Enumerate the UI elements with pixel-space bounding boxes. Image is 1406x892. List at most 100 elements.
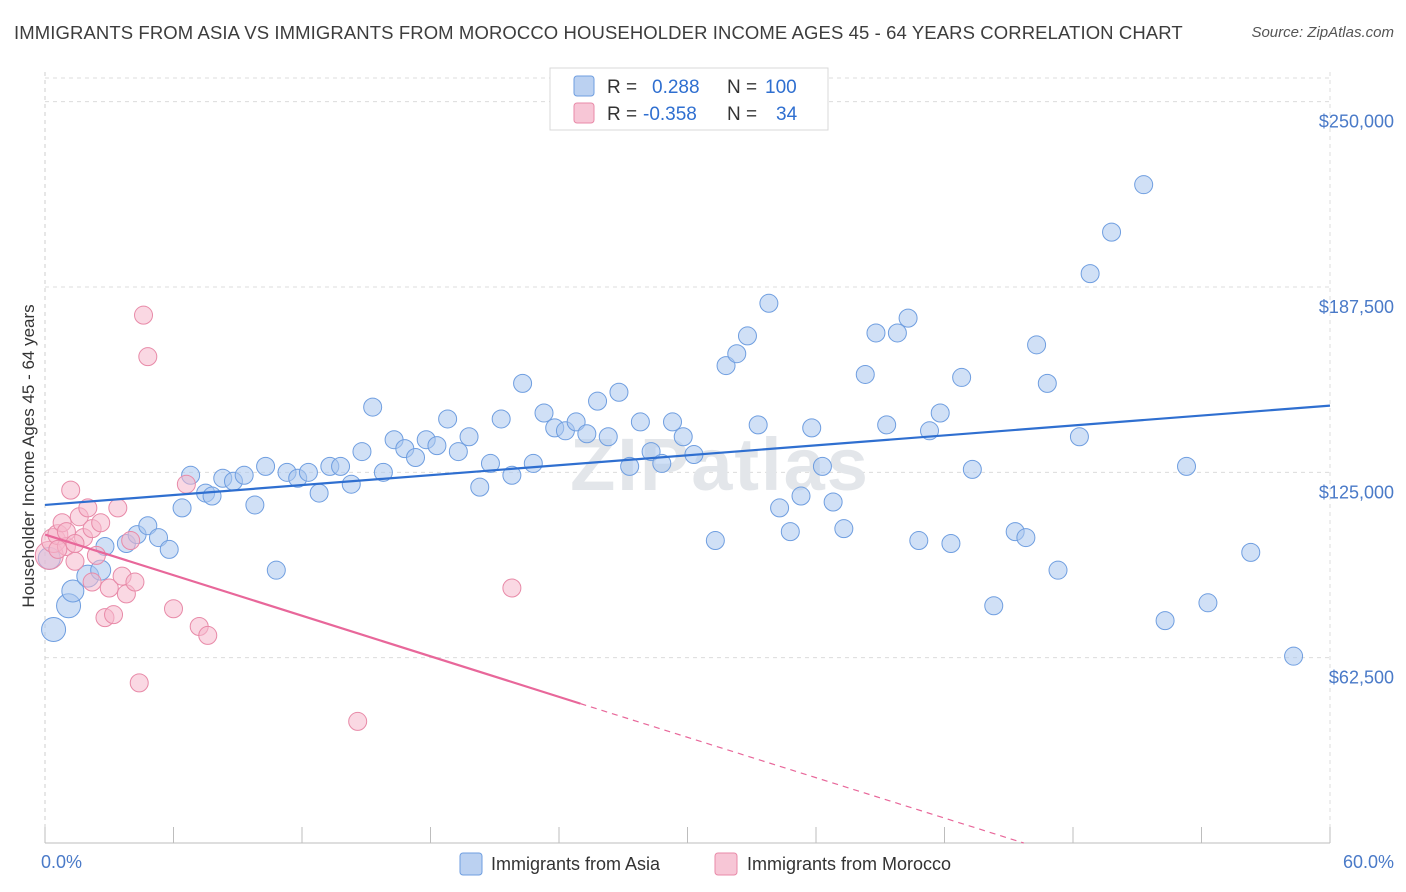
y-tick-label-2: $187,500 (1319, 297, 1394, 317)
legend-r-value-asia: 0.288 (652, 77, 700, 98)
point-morocco-9 (78, 498, 98, 518)
point-asia-64 (748, 415, 768, 435)
point-asia-37 (448, 442, 468, 462)
bottom-legend-swatch-morocco (714, 852, 738, 876)
chart-title: IMMIGRANTS FROM ASIA VS IMMIGRANTS FROM … (14, 22, 1183, 43)
trend-line-dashed-morocco (580, 703, 1024, 844)
point-asia-8 (138, 516, 158, 536)
point-asia-30 (373, 462, 393, 482)
point-asia-44 (523, 453, 543, 473)
y-tick-label-3: $250,000 (1319, 112, 1394, 132)
point-asia-82 (952, 367, 972, 387)
point-asia-74 (866, 323, 886, 343)
point-asia-24 (309, 483, 329, 503)
point-asia-35 (427, 436, 447, 456)
point-morocco-23 (138, 347, 158, 367)
point-asia-87 (1027, 335, 1047, 355)
point-asia-89 (1048, 560, 1068, 580)
point-asia-93 (1134, 175, 1154, 195)
legend-n-label-asia: N = (727, 77, 757, 98)
point-asia-0 (41, 616, 67, 642)
x-tick-label-1: 60.0% (1343, 852, 1394, 872)
point-asia-38 (459, 427, 479, 447)
bottom-legend: Immigrants from Asia Immigrants from Mor… (459, 852, 951, 876)
point-asia-53 (620, 456, 640, 476)
legend-r-label-morocco: R = (607, 104, 637, 125)
legend-n-label-morocco: N = (727, 104, 757, 125)
point-morocco-6 (65, 551, 85, 571)
point-morocco-33 (48, 539, 68, 559)
point-morocco-11 (86, 545, 106, 565)
bottom-legend-label-asia: Immigrants from Asia (491, 854, 661, 874)
point-asia-9 (149, 528, 169, 548)
point-asia-51 (598, 427, 618, 447)
point-morocco-32 (82, 572, 102, 592)
point-asia-70 (812, 456, 832, 476)
point-morocco-22 (134, 305, 154, 325)
point-asia-94 (1155, 611, 1175, 631)
point-asia-49 (577, 424, 597, 444)
point-asia-27 (341, 474, 361, 494)
point-asia-83 (962, 459, 982, 479)
point-asia-33 (406, 448, 426, 467)
point-asia-62 (727, 344, 747, 364)
point-asia-17 (234, 465, 254, 485)
point-asia-95 (1177, 456, 1197, 476)
point-asia-84 (984, 596, 1004, 616)
point-asia-20 (266, 560, 286, 580)
point-asia-52 (609, 382, 629, 402)
point-asia-73 (855, 364, 875, 384)
point-asia-65 (759, 293, 779, 313)
point-asia-58 (673, 427, 693, 447)
point-asia-91 (1080, 264, 1100, 284)
point-morocco-5 (61, 480, 81, 500)
point-asia-98 (1284, 646, 1304, 666)
point-morocco-19 (121, 531, 141, 551)
point-asia-39 (470, 477, 490, 497)
point-asia-63 (737, 326, 757, 346)
x-axis: 0.0% 60.0% (41, 827, 1394, 872)
y-axis-ticks: $62,500 $125,000 $187,500 $250,000 (1319, 112, 1394, 688)
point-morocco-15 (104, 605, 124, 625)
point-asia-78 (909, 531, 929, 551)
point-morocco-28 (348, 711, 368, 731)
point-asia-28 (352, 442, 372, 462)
series-morocco-points (34, 305, 522, 731)
point-asia-40 (480, 453, 500, 473)
legend-swatch-morocco (573, 102, 595, 124)
point-asia-66 (770, 498, 790, 518)
point-asia-57 (663, 412, 683, 432)
point-asia-69 (802, 418, 822, 438)
point-asia-42 (502, 465, 522, 485)
point-asia-41 (491, 409, 511, 429)
point-asia-26 (331, 456, 351, 476)
point-asia-71 (823, 492, 843, 512)
trend-lines (44, 404, 1331, 844)
point-asia-54 (630, 412, 650, 432)
chart-source: Source: ZipAtlas.com (1251, 24, 1394, 41)
legend-n-value-morocco: 34 (776, 104, 798, 125)
legend-r-value-morocco: -0.358 (643, 104, 697, 125)
point-asia-36 (438, 409, 458, 429)
trend-line-asia (44, 404, 1331, 507)
point-morocco-29 (502, 578, 522, 598)
y-tick-label-1: $125,000 (1319, 482, 1394, 502)
point-asia-88 (1037, 373, 1057, 393)
point-morocco-12 (91, 513, 111, 533)
point-asia-86 (1016, 528, 1036, 548)
bottom-legend-swatch-asia (459, 852, 483, 876)
point-morocco-25 (176, 474, 196, 494)
point-asia-43 (513, 373, 533, 393)
point-asia-10 (159, 539, 179, 559)
point-morocco-24 (164, 599, 183, 619)
bottom-legend-label-morocco: Immigrants from Morocco (747, 854, 951, 874)
legend-swatch-asia (573, 75, 595, 97)
point-asia-90 (1069, 427, 1089, 447)
point-morocco-14 (99, 578, 119, 598)
point-asia-76 (887, 323, 907, 343)
point-asia-61 (716, 356, 736, 376)
y-axis-label: Householder Income Ages 45 - 64 years (19, 304, 38, 607)
y-tick-label-0: $62,500 (1329, 668, 1394, 688)
x-tick-label-0: 0.0% (41, 852, 82, 872)
